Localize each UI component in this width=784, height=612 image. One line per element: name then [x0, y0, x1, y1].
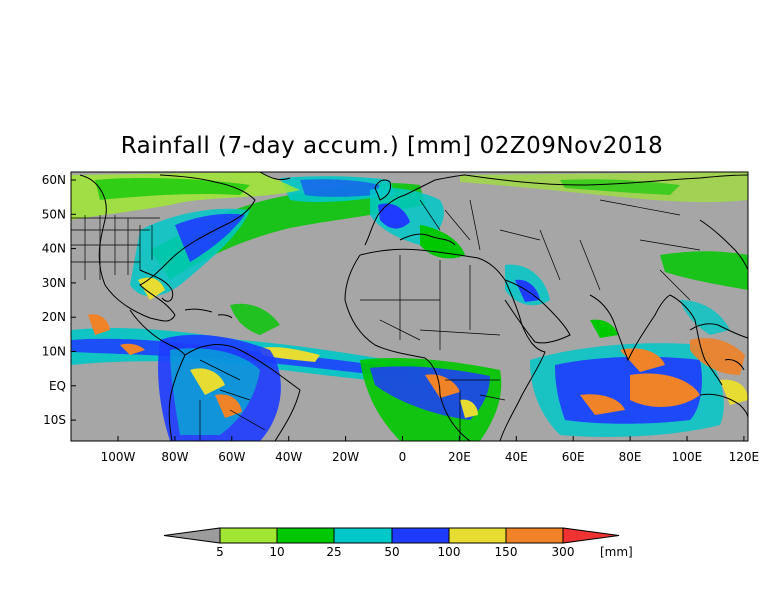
lat-label: 20N [42, 310, 66, 324]
lat-label: 60N [42, 173, 66, 187]
colorbar-label: 10 [269, 545, 284, 559]
colorbar-label: 50 [384, 545, 399, 559]
lon-label: 20W [332, 450, 359, 464]
lon-label: 0 [399, 450, 407, 464]
lon-label: 80W [161, 450, 188, 464]
colorbar-segment [448, 527, 507, 544]
colorbar-segment-below [163, 527, 221, 544]
colorbar-unit: [mm] [600, 545, 633, 559]
map-panel [71, 172, 748, 441]
colorbar-segment [219, 527, 278, 544]
lon-label: 40E [505, 450, 528, 464]
colorbar-segment [333, 527, 393, 544]
lon-label: 40W [275, 450, 302, 464]
lat-label: EQ [49, 379, 66, 393]
lon-label: 80E [619, 450, 642, 464]
colorbar-segment-above [562, 527, 620, 544]
political-boundaries [71, 199, 701, 441]
lat-label: 30N [42, 276, 66, 290]
colorbar-segment [505, 527, 564, 544]
colorbar-label: 150 [495, 545, 518, 559]
colorbar-label: 5 [216, 545, 224, 559]
longitude-axis: 100W 80W 60W 40W 20W 0 20E 40E 60E 80E 100E 120E [101, 436, 760, 464]
coastlines [79, 172, 748, 441]
map-title: Rainfall (7-day accum.) [mm] 02Z09Nov201… [120, 133, 664, 159]
lon-label: 100E [672, 450, 703, 464]
lon-label: 100W [101, 450, 136, 464]
lon-label: 60E [562, 450, 585, 464]
lat-label: 50N [42, 207, 66, 221]
colorbar-segment [391, 527, 450, 544]
colorbar-legend: 5 10 25 50 100 150 300 [mm] [163, 527, 633, 559]
colorbar-segment [276, 527, 335, 544]
lon-label: 60W [218, 450, 245, 464]
map-frame [70, 171, 749, 442]
lat-label: 40N [42, 242, 66, 256]
lon-label: 20E [448, 450, 471, 464]
colorbar-label: 25 [326, 545, 341, 559]
lat-label: 10N [42, 345, 66, 359]
colorbar-label: 100 [438, 545, 461, 559]
lon-label: 120E [729, 450, 760, 464]
latitude-axis: 60N 50N 40N 30N 20N 10N EQ 10S [42, 173, 76, 427]
precipitation-field [71, 172, 748, 441]
colorbar-label: 300 [552, 545, 575, 559]
lat-label: 10S [43, 413, 66, 427]
